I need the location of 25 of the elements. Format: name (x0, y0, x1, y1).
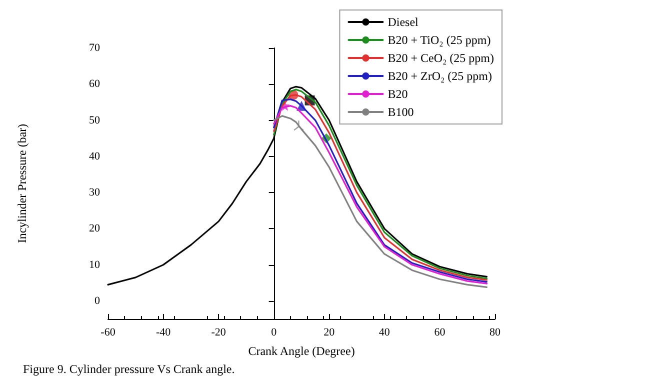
x-tick-label: -60 (100, 326, 116, 338)
x-tick-label: 0 (271, 326, 278, 338)
x-tick-label: 60 (434, 326, 446, 338)
y-tick-label: 20 (89, 222, 100, 235)
y-tick-label: 70 (89, 42, 100, 54)
y-tick-label: 50 (89, 114, 100, 126)
legend-label: B20 + CeO₂ (25 ppm) (388, 51, 494, 65)
x-tick-label: 80 (490, 326, 501, 338)
x-axis-title: Crank Angle (Degree) (248, 344, 355, 358)
y-axis-title: Incylinder Pressure (bar) (15, 124, 29, 244)
x-tick-label: -40 (156, 326, 172, 338)
text: Figure 9. Cylinder pressure Vs Crank angle. (23, 362, 235, 376)
x-tick-label: -20 (211, 326, 226, 338)
y-tick-label: 60 (89, 78, 100, 90)
x-tick-label: 20 (324, 326, 336, 338)
legend-label: B20 + ZrO₂ (25 ppm) (388, 69, 492, 83)
y-tick-label: 0 (94, 294, 100, 307)
legend-label: Diesel (388, 15, 420, 29)
y-tick-label: 40 (89, 150, 100, 162)
legend-label: B20 + TiO₂ (25 ppm) (388, 33, 491, 47)
legend-label: B100 (388, 105, 414, 119)
x-tick-label: 40 (378, 326, 390, 338)
y-tick-label: 30 (89, 186, 100, 199)
y-tick-label: 10 (89, 258, 100, 271)
legend-label: B20 (388, 87, 408, 101)
